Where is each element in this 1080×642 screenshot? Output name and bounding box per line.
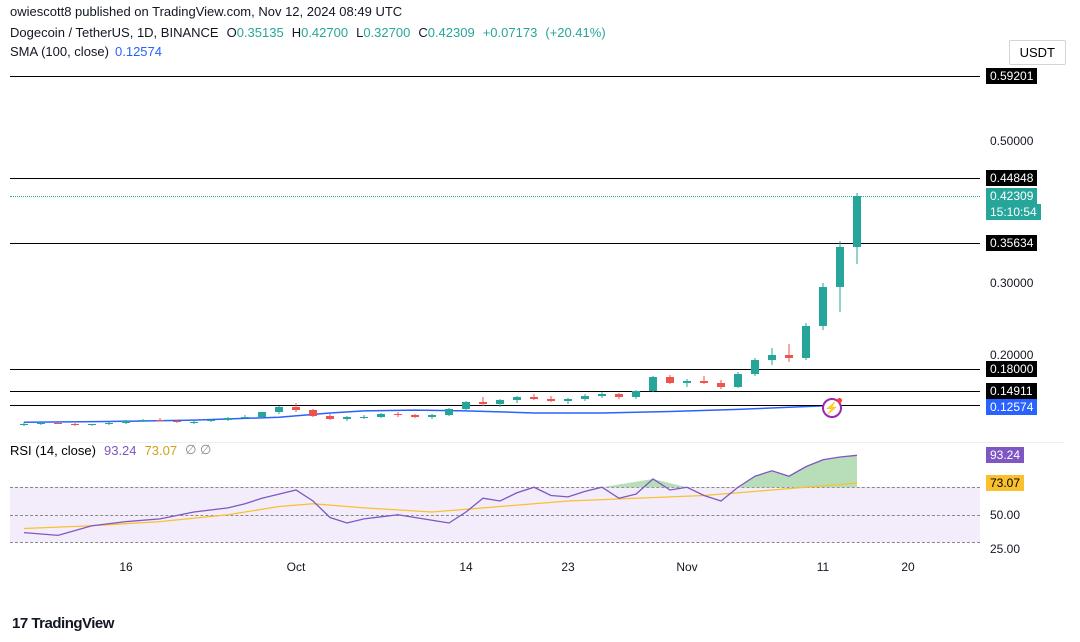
ohlc-close: C0.42309 (418, 25, 474, 40)
rsi-chart[interactable]: RSI (14, close) 93.24 73.07 ∅ ∅ (10, 446, 980, 556)
y-axis-label: 0.30000 (986, 275, 1037, 291)
rsi-value-2: 73.07 (145, 443, 178, 458)
y-axis-label: 0.44848 (986, 170, 1037, 186)
time-x-axis[interactable]: 16 Oct 14 23 Nov 11 20 (10, 560, 980, 584)
y-axis-label: 0.50000 (986, 133, 1037, 149)
x-axis-tick: Nov (676, 560, 697, 574)
y-axis-label: 0.12574 (986, 399, 1037, 415)
sma-label: SMA (100, close) (10, 44, 109, 59)
last-price-line (10, 196, 980, 197)
price-y-axis[interactable]: 0.500000.300000.200000.592010.448480.356… (984, 70, 1074, 440)
rsi-svg (10, 446, 980, 556)
publish-header: owiescott8 published on TradingView.com,… (0, 0, 1080, 23)
x-axis-tick: Oct (287, 560, 306, 574)
horizontal-level-line[interactable] (10, 369, 980, 370)
x-axis-tick: 20 (901, 560, 914, 574)
x-axis-tick: 14 (459, 560, 472, 574)
rsi-overbought-fill (534, 455, 857, 487)
rsi-value-1: 93.24 (104, 443, 137, 458)
price-chart[interactable]: ⚡ (10, 70, 980, 440)
x-axis-tick: 11 (817, 560, 829, 574)
ohlc-open: O0.35135 (227, 25, 284, 40)
y-axis-label: 25.00 (986, 541, 1024, 557)
rsi-title-row: RSI (14, close) 93.24 73.07 ∅ ∅ (10, 442, 211, 458)
sma-indicator-row: SMA (100, close) 0.12574 (0, 42, 1080, 61)
tradingview-logo: 17 TradingView (12, 615, 114, 632)
ohlc-low: L0.32700 (356, 25, 410, 40)
symbol-pair: Dogecoin / TetherUS, 1D, BINANCE (10, 25, 219, 40)
chart-svg (10, 70, 980, 440)
rsi-label: RSI (14, close) (10, 443, 96, 458)
y-axis-label: 0.35634 (986, 235, 1037, 251)
y-axis-label: 50.00 (986, 507, 1024, 523)
y-axis-label: 93.24 (986, 447, 1024, 463)
x-axis-tick: 23 (561, 560, 574, 574)
horizontal-level-line[interactable] (10, 391, 980, 392)
y-axis-label: 0.18000 (986, 361, 1037, 377)
change-abs: +0.07173 (483, 25, 538, 40)
ohlc-high: H0.42700 (292, 25, 348, 40)
horizontal-level-line[interactable] (10, 76, 980, 77)
horizontal-level-line[interactable] (10, 178, 980, 179)
y-axis-label: 0.42309 (986, 188, 1037, 204)
x-axis-tick: 16 (119, 560, 132, 574)
quote-currency-button[interactable]: USDT (1009, 40, 1066, 65)
y-axis-label: 73.07 (986, 475, 1024, 491)
sma-value: 0.12574 (115, 44, 162, 59)
horizontal-level-line[interactable] (10, 243, 980, 244)
y-axis-label: 0.59201 (986, 68, 1037, 84)
countdown-label: 15:10:54 (986, 204, 1041, 220)
rsi-line (24, 455, 857, 535)
rsi-y-axis[interactable]: 50.00 25.00 93.24 73.07 (984, 446, 1074, 556)
change-pct: (+20.41%) (545, 25, 605, 40)
rsi-settings-icons[interactable]: ∅ ∅ (185, 442, 211, 458)
symbol-info-row: Dogecoin / TetherUS, 1D, BINANCE O0.3513… (0, 23, 1080, 42)
replay-icon[interactable]: ⚡ (822, 398, 842, 418)
